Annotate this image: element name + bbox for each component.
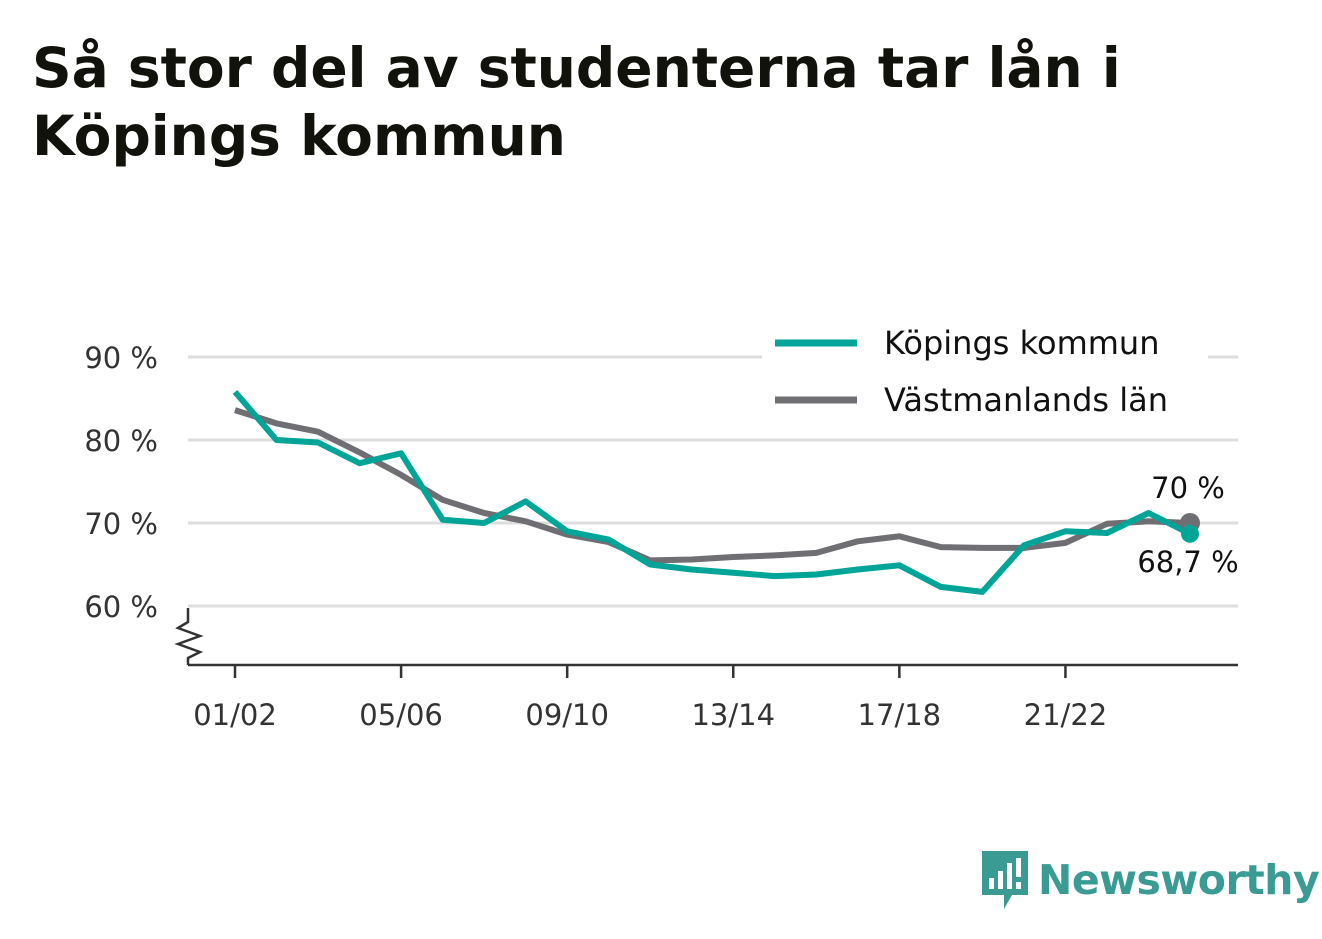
- end-labels: 70 % 68,7 %: [1137, 471, 1238, 579]
- x-tick-label: 09/10: [525, 698, 609, 732]
- end-marker-kopings-kommun: [1181, 524, 1199, 543]
- x-axis: [174, 608, 1238, 667]
- legend-label: Köpings kommun: [884, 324, 1159, 362]
- legend-label: Västmanlands län: [884, 381, 1168, 419]
- legend: Köpings kommun Västmanlands län: [762, 318, 1208, 436]
- end-label-vastmanlands-lan: 70 %: [1151, 471, 1225, 505]
- y-tick-label: 90 %: [84, 341, 158, 375]
- x-tick-label: 21/22: [1024, 698, 1108, 732]
- legend-background: [762, 318, 1208, 436]
- x-tick-label: 17/18: [858, 698, 942, 732]
- series-lines: [232, 389, 1192, 595]
- y-axis-ticks: 60 % 70 % 80 % 90 %: [84, 341, 158, 624]
- end-label-kopings-kommun: 68,7 %: [1137, 545, 1238, 579]
- newsworthy-logo: Newsworthy: [980, 848, 1320, 912]
- newsworthy-bar-chart-icon: [982, 851, 1028, 909]
- brand-name: Newsworthy: [1038, 856, 1320, 904]
- x-tick-label: 01/02: [193, 698, 277, 732]
- y-axis-break: [174, 608, 204, 665]
- series-line-kopings-kommun: [232, 389, 1192, 595]
- series-line-vastmanlands-lan: [234, 407, 1191, 564]
- x-axis-ticks: 01/02 05/06 09/10 13/14 17/18 21/22: [193, 665, 1107, 732]
- y-tick-label: 60 %: [84, 590, 158, 624]
- x-tick-label: 05/06: [359, 698, 443, 732]
- chart-title: Så stor del av studenterna tar lån i Köp…: [32, 36, 1121, 168]
- y-tick-label: 80 %: [84, 424, 158, 458]
- x-tick-label: 13/14: [691, 698, 775, 732]
- y-tick-label: 70 %: [84, 507, 158, 541]
